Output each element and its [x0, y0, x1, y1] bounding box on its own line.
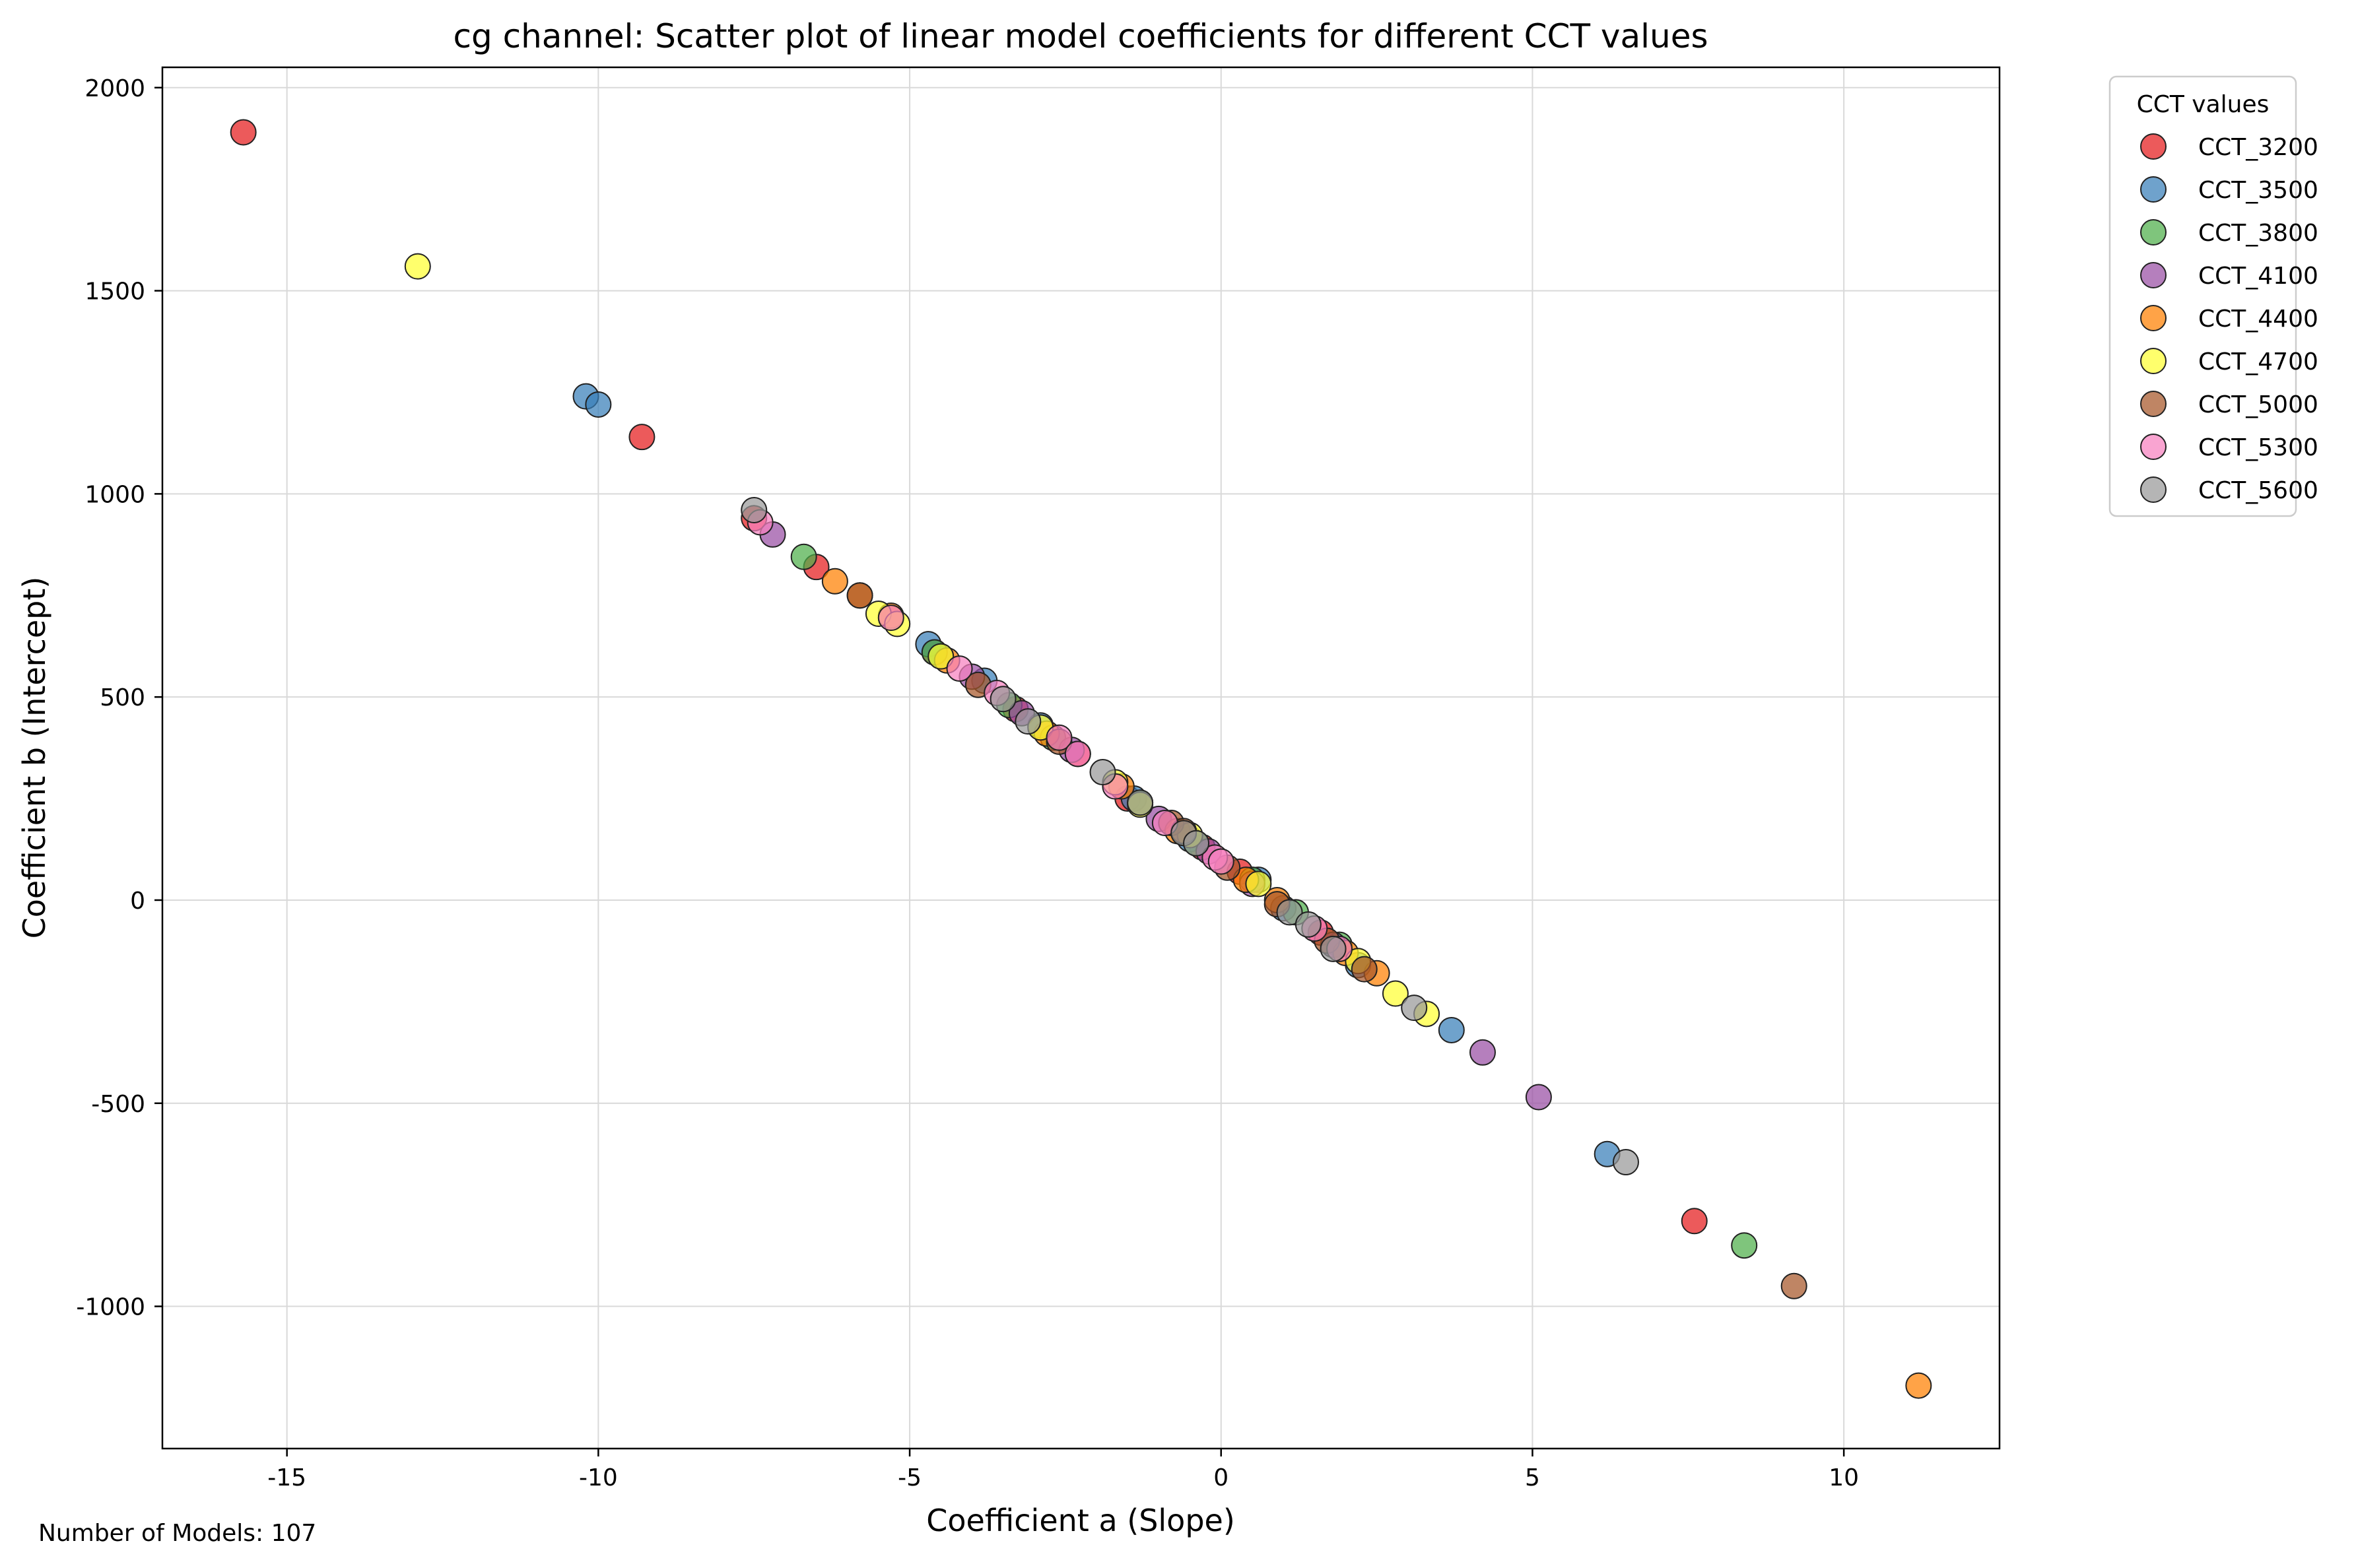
scatter-point [404, 253, 431, 280]
scatter-point [1905, 1372, 1932, 1399]
scatter-point [1276, 899, 1303, 926]
legend-marker [2140, 476, 2167, 503]
legend-marker [2140, 305, 2167, 331]
y-tick-label: 0 [130, 888, 145, 915]
legend-label: CCT_4700 [2198, 348, 2318, 376]
legend-items: CCT_3200 CCT_3500 CCT_3800 CCT_4100 CCT_4400… [2140, 133, 2318, 504]
chart-title: cg channel: Scatter plot of linear model… [453, 17, 1708, 55]
legend-label: CCT_4400 [2198, 306, 2318, 333]
scatter-point [821, 568, 848, 595]
scatter-point [1469, 1039, 1496, 1066]
scatter-point [1525, 1084, 1552, 1111]
scatter-point [1295, 911, 1322, 938]
legend-label: CCT_3200 [2198, 134, 2318, 161]
legend-label: CCT_3500 [2198, 177, 2318, 204]
legend: CCT values CCT_3200 CCT_3500 CCT_3800 CCT_4… [2108, 75, 2318, 517]
x-tick-label: -10 [579, 1464, 618, 1491]
scatter-point [1382, 980, 1409, 1007]
x-tick-label: 5 [1525, 1464, 1540, 1491]
x-tick-label: -15 [267, 1464, 306, 1491]
scatter-point [741, 496, 768, 523]
y-tick-label: 1000 [84, 481, 145, 508]
scatter-point [877, 604, 904, 632]
scatter-point [1612, 1149, 1639, 1176]
y-tick-label: 2000 [84, 75, 145, 102]
legend-label: CCT_3800 [2198, 220, 2318, 247]
scatter-point [1401, 995, 1428, 1022]
scatter-point [1731, 1232, 1758, 1259]
scatter-point [1207, 848, 1234, 875]
legend-marker [2140, 176, 2167, 203]
legend-marker [2140, 133, 2167, 160]
scatter-point [230, 119, 257, 146]
legend-marker [2140, 434, 2167, 460]
model-count-note: Number of Models: 107 [38, 1520, 316, 1547]
y-tick-label: -500 [91, 1091, 145, 1118]
scatter-point [1089, 759, 1116, 786]
x-tick-label: 0 [1213, 1464, 1228, 1491]
scatter-point [790, 543, 817, 570]
scatter-point [1681, 1208, 1708, 1235]
scatter-point [846, 582, 873, 609]
scatter-point [1015, 708, 1042, 735]
scatter-point [1245, 870, 1272, 898]
x-axis-label: Coefficient a (Slope) [926, 1503, 1235, 1538]
scatter-point [1046, 724, 1073, 751]
legend-label: CCT_5600 [2198, 477, 2318, 504]
y-tick-label: -1000 [76, 1294, 145, 1321]
legend-marker [2140, 219, 2167, 245]
scatter-point [1438, 1016, 1465, 1043]
scatter-point [585, 391, 612, 418]
legend-marker [2140, 348, 2167, 374]
scatter-point [990, 686, 1017, 713]
x-tick-label: -5 [898, 1464, 922, 1491]
y-tick-label: 500 [100, 684, 145, 711]
scatter-point [946, 655, 973, 682]
grid-lines [162, 67, 2000, 1449]
data-points [230, 119, 1932, 1399]
scatter-point [1780, 1272, 1807, 1299]
axis-ticks: -15 -10 -5 0 5 10 -1000 -500 0 500 1000 1500 2000 [76, 75, 1859, 1491]
legend-marker [2140, 391, 2167, 417]
legend-label: CCT_5000 [2198, 391, 2318, 418]
legend-label: CCT_4100 [2198, 263, 2318, 290]
scatter-point [1183, 830, 1210, 857]
scatter-point [1064, 740, 1091, 768]
scatter-point [1351, 956, 1378, 983]
legend-title: CCT values [2137, 91, 2270, 118]
scatter-point [1127, 789, 1154, 816]
legend-label: CCT_5300 [2198, 434, 2318, 461]
legend-marker [2140, 262, 2167, 288]
scatter-point [628, 424, 656, 451]
scatter-point [1320, 935, 1347, 962]
y-axis-label: Coefficient b (Intercept) [17, 577, 52, 939]
plot-area-frame [161, 66, 2001, 1450]
y-tick-label: 1500 [84, 278, 145, 306]
x-tick-label: 10 [1829, 1464, 1859, 1491]
scatter-point [927, 643, 955, 670]
